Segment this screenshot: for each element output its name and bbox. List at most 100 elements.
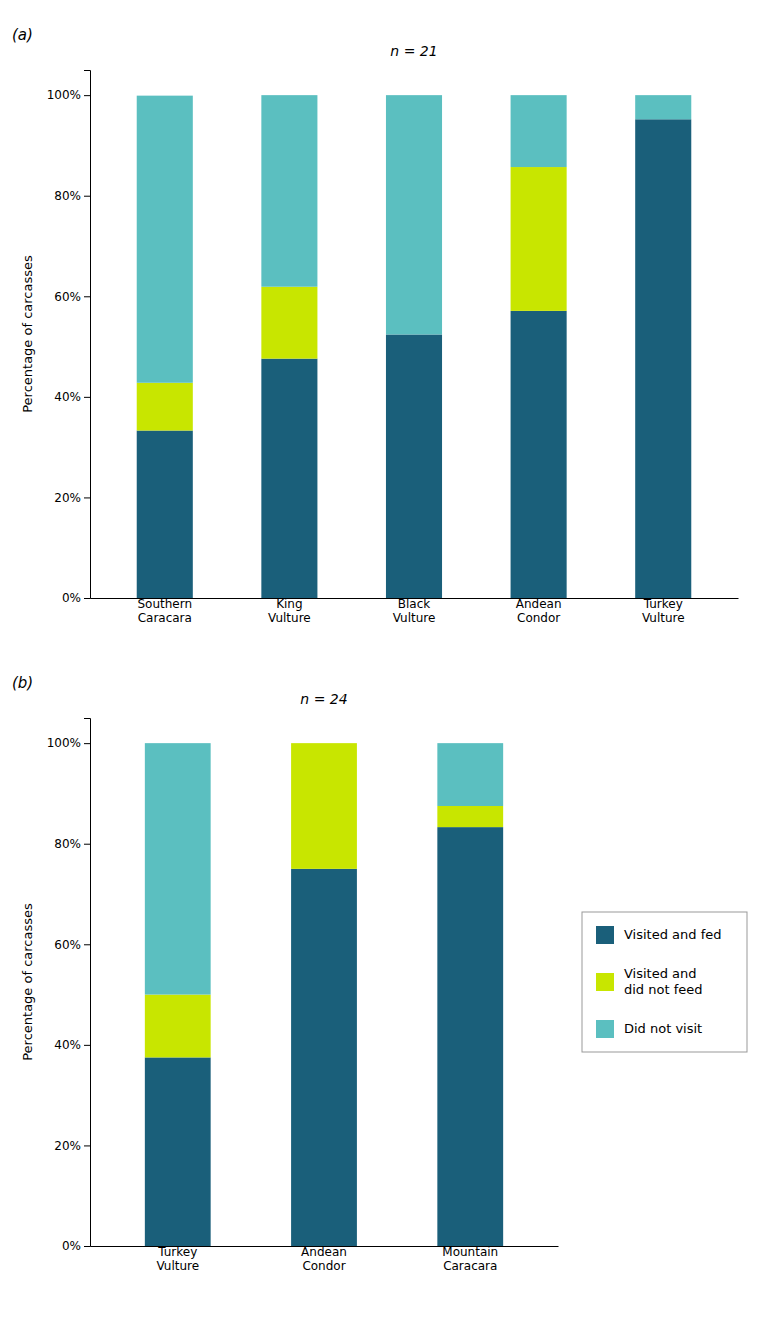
bar-series [145,743,503,1057]
x-tick: KingVulture [268,597,311,625]
y-tick: 0% [62,591,90,605]
y-tick: 80% [54,837,90,851]
text-line: Vulture [268,611,311,625]
x-tick: TurkeyVulture [156,1245,199,1273]
y-tick-label: 60% [54,938,81,952]
y-axis: 0% 20% 40% 60% 80% 100% [47,719,91,1254]
bar-series [145,743,503,994]
legend-entry: Visited and fed [596,926,722,944]
bar-segment [291,743,357,869]
text-line: Vulture [393,611,436,625]
text-line: Black [398,597,431,611]
bar-segment [437,827,503,1246]
text-line: Turkey [643,597,683,611]
y-tick-mark [84,1045,90,1046]
y-tick-label: 100% [47,736,81,750]
y-tick-label: 80% [54,837,81,851]
y-tick-mark [84,844,90,845]
legend: Visited and fed Visited anddid not feed Di… [582,912,747,1052]
text-line: Visited and [624,966,697,981]
y-tick: 40% [54,390,90,404]
y-tick: 80% [54,189,90,203]
y-tick-mark [84,397,90,398]
bar-segment [386,335,442,598]
panel: 0% 20% 40% 60% 80% 100% TurkeyVulture AndeanCon… [12,674,747,1273]
y-tick-label: 100% [47,88,81,102]
y-tick-mark [84,944,90,945]
x-tick: TurkeyVulture [642,597,685,625]
legend-swatch [596,926,614,944]
y-axis-line [84,719,91,1247]
bar-segment [137,383,193,431]
bars [145,743,503,1246]
y-tick-mark [84,95,90,96]
figure: 0%20%40%60%80%100%SouthernCaracaraKingVu… [0,0,768,1336]
x-tick-label: TurkeyVulture [642,597,685,625]
bar-segment [291,743,357,744]
y-tick: 20% [54,1139,90,1153]
y-tick-label: 40% [54,390,81,404]
text-line: Condor [517,611,560,625]
bar-segment [261,359,317,598]
legend-label: Visited anddid not feed [624,966,703,997]
text-line: Andean [516,597,562,611]
text-line: Andean [301,1245,347,1259]
legend-swatch [596,973,614,991]
bars [137,95,692,598]
y-tick: 60% [54,290,90,304]
bar-segment [437,806,503,827]
bar-segment [511,167,567,311]
legend-entry: Did not visit [596,1020,702,1038]
bar-segment [511,311,567,598]
y-tick: 100% [47,88,90,102]
y-tick: 40% [54,1038,90,1052]
text-line: Visited and fed [624,927,722,942]
title: n = 24 [300,691,347,707]
panel: 0%20%40%60%80%100%SouthernCaracaraKingVu… [12,26,739,625]
x-tick: BlackVulture [393,597,436,625]
y-tick: 20% [54,491,90,505]
y-tick-mark [84,296,90,297]
text-line: Mountain [442,1245,498,1259]
y-axis-title: Percentage of carcasses [20,255,35,413]
x-tick-label: SouthernCaracara [137,597,192,625]
bar-series [137,167,567,430]
y-axis: 0% 20% 40% 60% 80% 100% [47,71,91,606]
x-tick-label: MountainCaracara [442,1245,498,1273]
bar-segment [635,95,691,119]
y-tick-mark [84,1145,90,1146]
panel-label: (a) [12,26,33,44]
bar-segment [291,869,357,1246]
x-tick: SouthernCaracara [137,597,192,625]
x-axis: TurkeyVulture AndeanCondor MountainCaracar… [91,1245,559,1273]
text-line: King [276,597,302,611]
text-line: Vulture [642,611,685,625]
y-tick-mark [84,1246,90,1247]
y-tick-label: 80% [54,189,81,203]
legend-frame [582,912,747,1052]
bar-segment [437,743,503,806]
text-line: Caracara [138,611,192,625]
text-line: Did not visit [624,1021,702,1036]
y-tick-label: 40% [54,1038,81,1052]
x-axis: SouthernCaracaraKingVultureBlackVultureA… [91,597,739,625]
legend-label: Did not visit [624,1021,702,1036]
y-tick: 100% [47,736,90,750]
y-tick-mark [84,743,90,744]
legend-entry: Visited anddid not feed [596,966,703,997]
x-tick-label: KingVulture [268,597,311,625]
bar-segment [145,1057,211,1246]
bar-segment [386,95,442,334]
y-tick-mark [84,497,90,498]
text-line: Vulture [156,1259,199,1273]
bar-segment [137,431,193,598]
legend-swatch [596,1020,614,1038]
y-tick-mark [84,598,90,599]
y-tick: 0% [62,1239,90,1253]
text-line: Condor [302,1259,345,1273]
text-line: did not feed [624,982,703,997]
y-tick: 60% [54,938,90,952]
title: n = 21 [390,43,437,59]
bar-segment [145,995,211,1058]
y-tick-label: 20% [54,491,81,505]
